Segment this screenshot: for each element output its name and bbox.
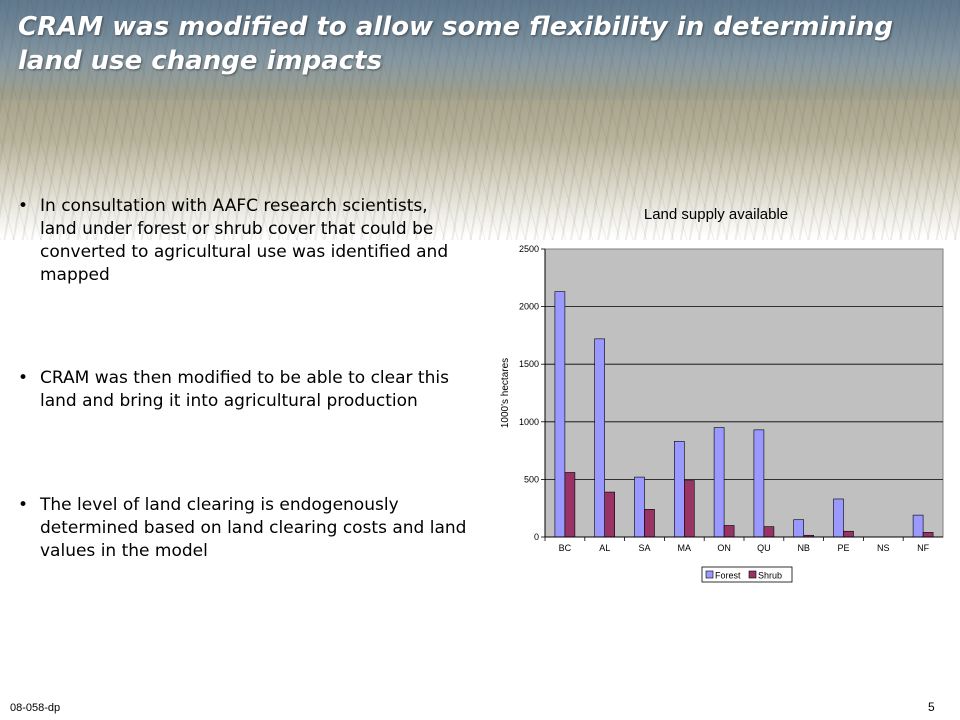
plot-area (544, 248, 944, 538)
chart-title: Land supply available (644, 206, 788, 223)
bullet-item: • In consultation with AAFC research sci… (18, 195, 468, 287)
bar-shrub-pe (843, 530, 854, 538)
legend-label-shrub: Shrub (758, 571, 782, 581)
y-tick-label: 2500 (519, 244, 539, 254)
bar-forest-qu (753, 429, 765, 538)
x-tick-label: QU (757, 543, 771, 553)
bar-forest-ma (674, 441, 685, 538)
bar-shrub-on (723, 525, 735, 538)
legend-box (701, 566, 793, 583)
bar-forest-pe (833, 498, 844, 538)
bullet-dot-icon: • (18, 495, 29, 515)
y-tick-label: 1500 (519, 359, 539, 369)
x-tick-label: AL (599, 543, 610, 553)
bar-forest-al (594, 338, 605, 538)
grid-lines (545, 306, 943, 480)
x-tick-label: SA (638, 543, 650, 553)
chart-legend: Forest Shrub (701, 566, 793, 583)
bar-shrub-al (604, 491, 615, 538)
bullet-dot-icon: • (18, 368, 29, 388)
slide-title: CRAM was modified to allow some flexibil… (18, 12, 893, 76)
bar-shrub-sa (644, 509, 655, 538)
legend-swatch-forest (705, 570, 714, 579)
bars (554, 291, 934, 538)
land-supply-chart: Land supply available 0 500 1000 1500 2000 25… (500, 206, 944, 583)
bullet-list: • In consultation with AAFC research sci… (18, 195, 468, 563)
y-tick-label: 0 (534, 532, 539, 542)
page-number: 5 (928, 700, 935, 714)
x-axis-ticks: BC AL SA MA ON QU NB PE NS NF (544, 249, 943, 553)
x-tick-label: NF (917, 543, 929, 553)
bar-shrub-nf (922, 532, 934, 538)
bar-forest-bc (554, 291, 566, 538)
x-tick-label: NS (877, 543, 890, 553)
y-tick-label: 500 (524, 474, 539, 484)
bar-forest-nf (912, 514, 924, 538)
bar-shrub-bc (564, 472, 576, 538)
footer-code: 08-058-dp (10, 702, 61, 714)
y-axis-label: 1000's hectares (500, 358, 511, 428)
x-tick-label: NB (797, 543, 810, 553)
x-tick-label: BC (559, 543, 572, 553)
y-tick-label: 1000 (519, 417, 539, 427)
bullet-item: • CRAM was then modified to be able to c… (18, 367, 468, 413)
bar-forest-on (713, 427, 725, 538)
x-tick-label: PE (837, 543, 849, 553)
bullet-text: CRAM was then modified to be able to cle… (40, 368, 449, 411)
bar-shrub-qu (763, 526, 775, 538)
bullet-item: • The level of land clearing is endogeno… (18, 494, 468, 563)
bar-shrub-ma (684, 480, 695, 538)
x-tick-label: MA (678, 543, 692, 553)
sky-tint (0, 0, 960, 100)
legend-label-forest: Forest (715, 571, 741, 581)
x-tick-label: ON (717, 543, 731, 553)
bullet-dot-icon: • (18, 196, 29, 216)
y-axis-ticks: 0 500 1000 1500 2000 2500 (519, 244, 545, 542)
bullet-text: In consultation with AAFC research scien… (40, 196, 449, 285)
legend-swatch-shrub (748, 570, 757, 579)
y-tick-label: 2000 (519, 302, 539, 312)
bullet-text: The level of land clearing is endogenous… (40, 495, 467, 561)
bar-forest-sa (634, 476, 645, 538)
bar-forest-nb (793, 519, 805, 538)
